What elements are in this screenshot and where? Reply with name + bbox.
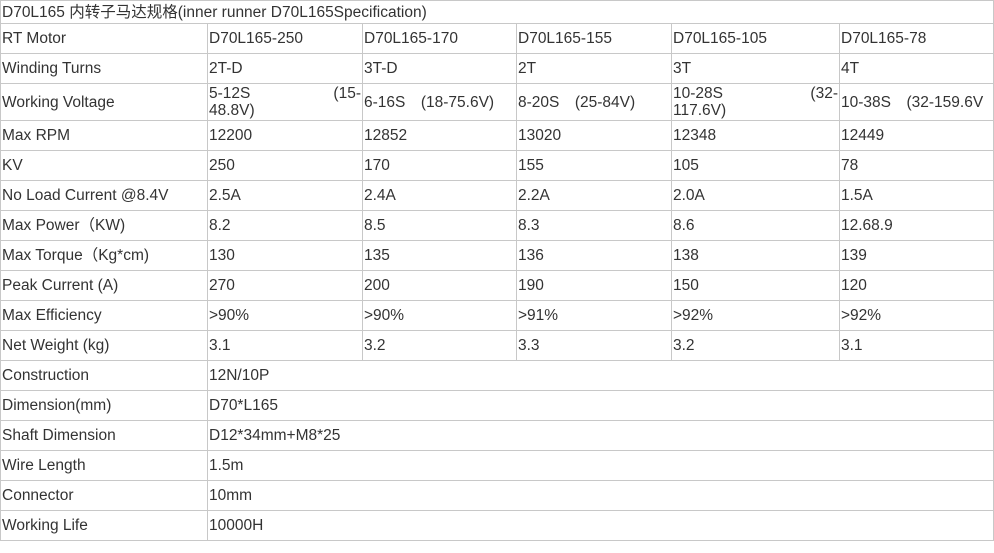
row-label: Working Life — [0, 510, 208, 541]
model-name: D70L165-105 — [671, 23, 840, 54]
spec-value: 1.5A — [838, 180, 994, 211]
spec-value: 13020 — [516, 120, 672, 151]
spec-value: 2.4A — [362, 180, 517, 211]
spec-value: 2.2A — [516, 180, 672, 211]
spec-value: 5-12S (15-48.8V) — [207, 83, 363, 121]
spec-value: 120 — [838, 270, 994, 301]
spec-value: 8.3 — [516, 210, 672, 241]
model-name: D70L165-170 — [362, 23, 517, 54]
row-label: Shaft Dimension — [0, 420, 208, 451]
spec-value: 6-16S (18-75.6V) — [362, 83, 517, 121]
spec-row-construction: Construction 12N/10P — [0, 360, 994, 391]
spec-value: 270 — [207, 270, 363, 301]
spec-value: 8.5 — [362, 210, 517, 241]
row-label: Net Weight (kg) — [0, 330, 208, 361]
spec-value: 78 — [838, 150, 994, 181]
spec-value: 2T — [516, 53, 672, 84]
spec-row-working-life: Working Life 10000H — [0, 510, 994, 541]
spec-row-dimension: Dimension(mm) D70*L165 — [0, 390, 994, 421]
spec-value: 2T-D — [207, 53, 363, 84]
spec-value: 12348 — [671, 120, 840, 151]
spec-table: D70L165 内转子马达规格(inner runner D70L165Spec… — [0, 0, 994, 541]
spec-value: 10-28S (32-117.6V) — [671, 83, 840, 121]
row-label: Max RPM — [0, 120, 208, 151]
model-name: D70L165-250 — [207, 23, 363, 54]
spec-value: 136 — [516, 240, 672, 271]
spec-title: D70L165 内转子马达规格(inner runner D70L165Spec… — [0, 0, 994, 24]
spec-row-connector: Connector 10mm — [0, 480, 994, 511]
spec-value: 200 — [362, 270, 517, 301]
spec-value: >90% — [207, 300, 363, 331]
spec-value: 10mm — [206, 480, 994, 511]
spec-row-net-weight: Net Weight (kg) 3.1 3.2 3.3 3.2 3.1 — [0, 330, 994, 361]
spec-value: 8.2 — [207, 210, 363, 241]
row-label: Connector — [0, 480, 208, 511]
spec-value: >92% — [671, 300, 840, 331]
title-row: D70L165 内转子马达规格(inner runner D70L165Spec… — [0, 0, 994, 24]
spec-value: 155 — [516, 150, 672, 181]
row-label: Peak Current (A) — [0, 270, 208, 301]
spec-value: 138 — [671, 240, 840, 271]
spec-value: 12.68.9 — [838, 210, 994, 241]
header-label: RT Motor — [0, 23, 208, 54]
spec-row-peak-current: Peak Current (A) 270 200 190 150 120 — [0, 270, 994, 301]
model-name: D70L165-78 — [838, 23, 994, 54]
row-label: Dimension(mm) — [0, 390, 208, 421]
header-row: RT Motor D70L165-250 D70L165-170 D70L165… — [0, 23, 994, 54]
row-label: Max Efficiency — [0, 300, 208, 331]
spec-value: 12N/10P — [206, 360, 994, 391]
spec-value: D12*34mm+M8*25 — [206, 420, 994, 451]
spec-value: 4T — [838, 53, 994, 84]
spec-row-no-load-current: No Load Current @8.4V 2.5A 2.4A 2.2A 2.0… — [0, 180, 994, 211]
spec-value: 8.6 — [671, 210, 840, 241]
spec-value: 130 — [207, 240, 363, 271]
spec-value: 3.1 — [838, 330, 994, 361]
spec-row-wire-length: Wire Length 1.5m — [0, 450, 994, 481]
spec-row-max-efficiency: Max Efficiency >90% >90% >91% >92% >92% — [0, 300, 994, 331]
spec-value: >91% — [516, 300, 672, 331]
spec-value: 2.0A — [671, 180, 840, 211]
spec-value: 12449 — [838, 120, 994, 151]
spec-value: 12200 — [207, 120, 363, 151]
spec-row-kv: KV 250 170 155 105 78 — [0, 150, 994, 181]
spec-row-max-torque: Max Torque（Kg*cm) 130 135 136 138 139 — [0, 240, 994, 271]
spec-value: 139 — [838, 240, 994, 271]
spec-row-max-rpm: Max RPM 12200 12852 13020 12348 12449 — [0, 120, 994, 151]
spec-value: 135 — [362, 240, 517, 271]
spec-value: 10000H — [206, 510, 994, 541]
spec-value: >92% — [838, 300, 994, 331]
spec-row-working-voltage: Working Voltage 5-12S (15-48.8V) 6-16S (… — [0, 83, 994, 121]
spec-value: >90% — [362, 300, 517, 331]
spec-value: 150 — [671, 270, 840, 301]
spec-value: 3T — [671, 53, 840, 84]
spec-value: 8-20S (25-84V) — [516, 83, 672, 121]
spec-value: 10-38S (32-159.6V — [838, 83, 994, 121]
spec-value: 3.2 — [671, 330, 840, 361]
spec-value: 12852 — [362, 120, 517, 151]
spec-value: D70*L165 — [206, 390, 994, 421]
row-label: Max Torque（Kg*cm) — [0, 240, 208, 271]
spec-value: 3.2 — [362, 330, 517, 361]
spec-value: 1.5m — [206, 450, 994, 481]
spec-row-shaft-dimension: Shaft Dimension D12*34mm+M8*25 — [0, 420, 994, 451]
row-label: Wire Length — [0, 450, 208, 481]
spec-value: 3.3 — [516, 330, 672, 361]
row-label: Winding Turns — [0, 53, 208, 84]
spec-value: 250 — [207, 150, 363, 181]
row-label: Working Voltage — [0, 83, 208, 121]
row-label: No Load Current @8.4V — [0, 180, 208, 211]
spec-row-max-power: Max Power（KW) 8.2 8.5 8.3 8.6 12.68.9 — [0, 210, 994, 241]
spec-value: 170 — [362, 150, 517, 181]
row-label: Construction — [0, 360, 208, 391]
model-name: D70L165-155 — [516, 23, 672, 54]
spec-value: 190 — [516, 270, 672, 301]
spec-value: 3T-D — [362, 53, 517, 84]
spec-value: 105 — [671, 150, 840, 181]
row-label: Max Power（KW) — [0, 210, 208, 241]
spec-row-winding-turns: Winding Turns 2T-D 3T-D 2T 3T 4T — [0, 53, 994, 84]
spec-value: 2.5A — [207, 180, 363, 211]
spec-value: 3.1 — [207, 330, 363, 361]
row-label: KV — [0, 150, 208, 181]
